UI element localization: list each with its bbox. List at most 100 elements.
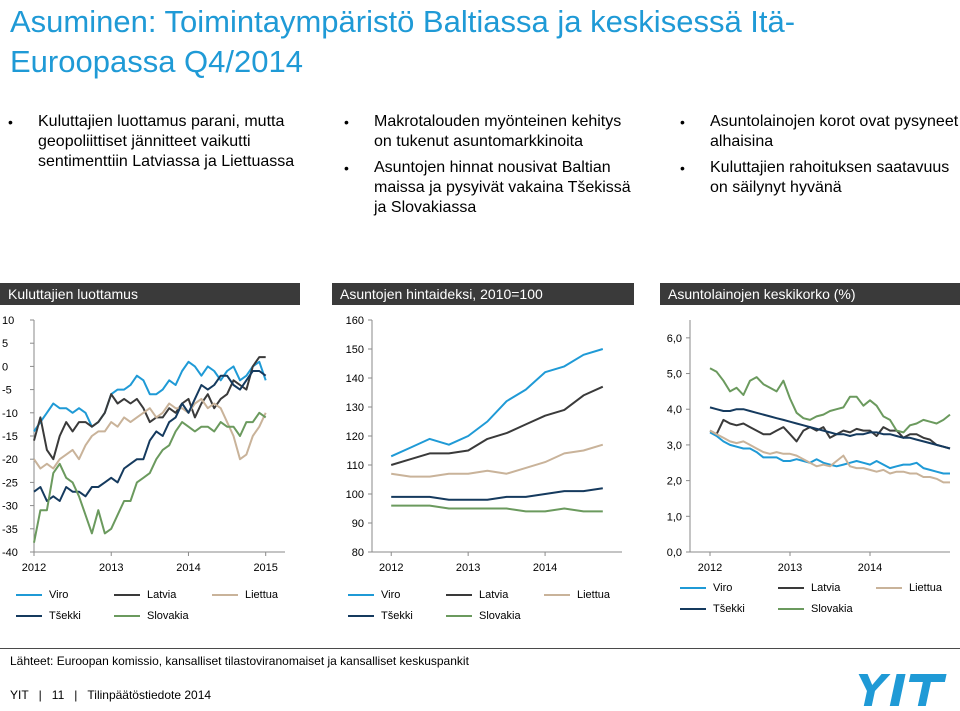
legend-swatch (778, 608, 804, 611)
legend-swatch (446, 594, 472, 597)
legend-item: Tšekki (16, 610, 81, 622)
series-line-latvia (709, 418, 951, 450)
footer-separator: | (38, 688, 42, 702)
footer-company: YIT (10, 688, 29, 702)
legend-swatch (16, 615, 42, 618)
legend-item: Viro (348, 589, 400, 601)
y-tick-label: -30 (2, 501, 18, 513)
chart-mortgage-rate: 6,0 5,0 4,0 3,0 2,0 1,0 0,0 2012 2013 2014 (667, 320, 951, 574)
series-line-liettua (33, 397, 267, 470)
series-line-viro (709, 431, 950, 475)
y-tick-label: -40 (2, 547, 18, 559)
footer-doc-title: Tilinpäätöstiedote 2014 (87, 688, 212, 702)
series-line-tsekki (709, 406, 951, 450)
y-tick-label: -20 (2, 454, 18, 466)
legend-label: Liettua (245, 589, 279, 601)
yit-logo (858, 674, 947, 706)
y-tick-label: 5,0 (667, 369, 682, 381)
y-tick-label: 10 (2, 315, 14, 327)
logo-letter-t (908, 674, 947, 706)
bullet-item: Asuntolainojen korot ovat pysyneet alhai… (672, 112, 960, 152)
legend-label: Liettua (909, 582, 943, 594)
legend-item: Liettua (876, 582, 942, 594)
x-tick-label: 2014 (858, 562, 882, 574)
y-tick-label: 5 (2, 338, 8, 350)
legend-consumer-confidence: Viro Latvia Liettua Tšekki Slovakia (16, 589, 306, 629)
bullet-column-2: Makrotalouden myönteinen kehitys on tuke… (336, 112, 641, 224)
legend-swatch (114, 594, 140, 597)
series-line-tsekki (391, 487, 603, 501)
y-tick-label: 0 (2, 361, 8, 373)
legend-swatch (348, 615, 374, 618)
page-title: Asuminen: Toimintaympäristö Baltiassa ja… (10, 4, 796, 79)
y-tick-label: 1,0 (667, 511, 682, 523)
chart-title-consumer-confidence: Kuluttajien luottamus (0, 283, 300, 305)
series-line-latvia (33, 356, 266, 461)
legend-item: Liettua (212, 589, 278, 601)
x-tick-label: 2013 (99, 562, 123, 574)
legend-item: Viro (16, 589, 68, 601)
legend-item: Slovakia (778, 603, 853, 615)
legend-label: Latvia (147, 589, 177, 601)
footer-divider (0, 648, 960, 649)
legend-mortgage-rate: Viro Latvia Liettua Tšekki Slovakia (680, 582, 960, 622)
y-tick-label: 120 (346, 431, 364, 443)
legend-label: Slovakia (479, 610, 521, 622)
legend-label: Tšekki (381, 610, 413, 622)
series-line-liettua (709, 429, 950, 484)
legend-label: Tšekki (713, 603, 745, 615)
y-tick-label: 140 (346, 373, 364, 385)
legend-item: Latvia (114, 589, 176, 601)
legend-swatch (114, 615, 140, 618)
footer-separator: | (74, 688, 78, 702)
x-tick-label: 2012 (379, 562, 403, 574)
bullet-item: Kuluttajien luottamus parani, mutta geop… (0, 112, 305, 172)
legend-swatch (16, 594, 42, 597)
footer-page-number: 11 (51, 688, 65, 702)
x-tick-label: 2015 (253, 562, 277, 574)
bullet-item: Kuluttajien rahoituksen saatavuus on säi… (672, 158, 960, 198)
legend-item: Tšekki (348, 610, 413, 622)
legend-swatch (876, 587, 902, 590)
series-line-viro (33, 360, 267, 432)
x-tick-label: 2012 (22, 562, 46, 574)
legend-item: Latvia (446, 589, 508, 601)
legend-label: Slovakia (811, 603, 853, 615)
legend-item: Latvia (778, 582, 840, 594)
y-tick-label: 130 (346, 402, 364, 414)
bullet-column-3: Asuntolainojen korot ovat pysyneet alhai… (672, 112, 960, 204)
legend-swatch (212, 594, 238, 597)
legend-label: Tšekki (49, 610, 81, 622)
logo-letter-y (858, 674, 891, 706)
series-line-slovakia (33, 411, 267, 543)
legend-label: Viro (49, 589, 69, 601)
chart-house-price-index: 160 150 140 130 120 110 100 90 80 2012 2013 2014 (346, 315, 622, 574)
legend-item: Tšekki (680, 603, 745, 615)
legend-label: Viro (381, 589, 401, 601)
y-tick-label: -15 (2, 431, 18, 443)
bullet-column-1: Kuluttajien luottamus parani, mutta geop… (0, 112, 305, 178)
legend-house-price-index: Viro Latvia Liettua Tšekki Slovakia (348, 589, 638, 629)
legend-swatch (680, 608, 706, 611)
legend-label: Latvia (811, 582, 841, 594)
x-tick-label: 2013 (456, 562, 480, 574)
legend-swatch (446, 615, 472, 618)
logo-letter-i (889, 674, 906, 706)
legend-item: Slovakia (114, 610, 189, 622)
legend-item: Viro (680, 582, 732, 594)
x-tick-label: 2014 (533, 562, 557, 574)
legend-label: Viro (713, 582, 733, 594)
y-tick-label: 150 (346, 344, 364, 356)
legend-item: Slovakia (446, 610, 521, 622)
series-line-liettua (391, 443, 604, 478)
y-tick-label: 3,0 (667, 440, 682, 452)
footer: YIT | 11 | Tilinpäätöstiedote 2014 (10, 688, 211, 702)
y-tick-label: 0,0 (667, 547, 682, 559)
chart-title-mortgage-rate: Asuntolainojen keskikorko (%) (660, 283, 960, 305)
legend-item: Liettua (544, 589, 610, 601)
legend-swatch (680, 587, 706, 590)
series-line-latvia (390, 385, 604, 466)
legend-swatch (544, 594, 570, 597)
series-line-viro (390, 348, 604, 458)
y-tick-label: 160 (346, 315, 364, 327)
